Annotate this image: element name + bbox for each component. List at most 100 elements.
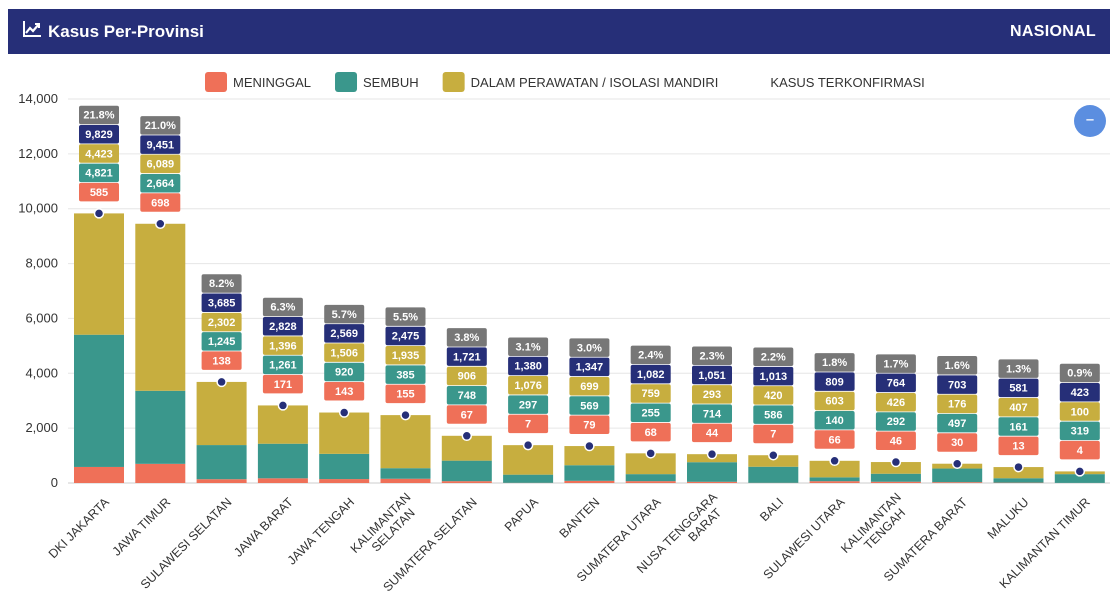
- bar-segment[interactable]: [135, 463, 186, 483]
- bar-segment[interactable]: [625, 453, 676, 475]
- bar-segment[interactable]: [932, 468, 983, 483]
- y-tick-label: 6,000: [25, 310, 58, 325]
- confirmed-point[interactable]: [829, 455, 840, 467]
- label-sembuh: 920: [335, 367, 353, 379]
- x-tick-label: BALI: [757, 495, 786, 524]
- bar-segment[interactable]: [257, 443, 308, 479]
- confirmed-point[interactable]: [522, 439, 534, 451]
- bar-segment[interactable]: [870, 473, 921, 482]
- bar-segment[interactable]: [135, 223, 186, 391]
- bar-segment[interactable]: [1054, 474, 1105, 483]
- confirmed-point[interactable]: [400, 409, 411, 421]
- bar-segment[interactable]: [380, 415, 431, 469]
- label-perawatan: 1,396: [269, 340, 297, 352]
- bar-segment[interactable]: [809, 460, 860, 478]
- label-sembuh-box: [630, 403, 671, 423]
- bar-segment[interactable]: [625, 474, 676, 482]
- confirmed-point[interactable]: [155, 218, 166, 230]
- bar-segment[interactable]: [257, 405, 308, 444]
- label-perawatan: 6,089: [147, 159, 175, 171]
- label-perawatan: 699: [580, 381, 598, 393]
- legend-swatch[interactable]: [205, 72, 227, 92]
- legend-label[interactable]: DALAM PERAWATAN / ISOLASI MANDIRI: [471, 75, 719, 90]
- bar-segment[interactable]: [993, 467, 1044, 479]
- confirmed-point[interactable]: [461, 430, 473, 442]
- bar-segment[interactable]: [380, 468, 431, 479]
- bar-segment[interactable]: [319, 479, 370, 483]
- label-share: 1.7%: [883, 358, 908, 370]
- label-share: 6.3%: [270, 302, 295, 314]
- bar-segment[interactable]: [319, 412, 370, 454]
- bar-segment[interactable]: [135, 390, 186, 464]
- label-perawatan-box: [385, 346, 426, 365]
- label-perawatan-box: [998, 397, 1039, 417]
- bar-segment[interactable]: [74, 213, 124, 335]
- scope-label[interactable]: NASIONAL: [1010, 22, 1096, 40]
- label-perawatan: 407: [1009, 402, 1027, 414]
- confirmed-point[interactable]: [890, 456, 902, 468]
- bar-segment[interactable]: [564, 480, 615, 483]
- bar-segment[interactable]: [74, 466, 124, 483]
- bar-segment[interactable]: [196, 381, 247, 446]
- x-tick-label-line: BANTEN: [557, 495, 603, 541]
- legend-label[interactable]: SEMBUH: [363, 75, 419, 90]
- bar-segment[interactable]: [870, 462, 921, 474]
- confirmed-point[interactable]: [1013, 461, 1024, 473]
- confirmed-point[interactable]: [645, 448, 656, 459]
- bar-segment[interactable]: [809, 477, 860, 482]
- x-tick-label: JAWA BARAT: [231, 495, 296, 560]
- bar-segment[interactable]: [257, 478, 308, 483]
- confirmed-point[interactable]: [277, 400, 289, 411]
- x-tick-label-line: JAWA BARAT: [231, 495, 296, 560]
- bar-segment[interactable]: [380, 478, 431, 483]
- bar-segment[interactable]: [687, 481, 737, 483]
- bar-segment[interactable]: [932, 482, 983, 483]
- bar-segment[interactable]: [319, 453, 370, 480]
- y-tick-label: 8,000: [25, 256, 58, 271]
- label-perawatan-box: [569, 376, 610, 396]
- confirmed-point[interactable]: [338, 407, 350, 418]
- bar-segment[interactable]: [196, 445, 247, 480]
- x-tick-label-line: DKI JAKARTA: [46, 495, 113, 562]
- label-meninggal-box: [324, 382, 365, 401]
- chart-header: Kasus Per-Provinsi NASIONAL: [8, 9, 1110, 54]
- confirmed-point[interactable]: [216, 376, 227, 388]
- bar-segment[interactable]: [870, 481, 921, 483]
- bar-segment[interactable]: [441, 460, 492, 482]
- confirmed-point[interactable]: [768, 449, 779, 461]
- bar-segment[interactable]: [564, 465, 615, 481]
- legend-label[interactable]: KASUS TERKONFIRMASI: [770, 75, 924, 90]
- legend-swatch[interactable]: [442, 72, 465, 92]
- bar-segment[interactable]: [564, 446, 615, 466]
- legend-swatch[interactable]: [335, 72, 358, 92]
- confirmed-point[interactable]: [584, 440, 595, 452]
- bar-segment[interactable]: [993, 478, 1044, 483]
- label-share: 1.3%: [1006, 363, 1031, 375]
- bar-segment[interactable]: [625, 481, 676, 483]
- bar-segment[interactable]: [74, 334, 124, 467]
- bar-segment[interactable]: [809, 481, 860, 483]
- label-meninggal-box: [875, 431, 916, 451]
- bar-segment[interactable]: [196, 479, 247, 483]
- bar-segment[interactable]: [748, 466, 799, 483]
- legend-label[interactable]: MENINGGAL: [233, 75, 311, 90]
- confirmed-point[interactable]: [93, 208, 105, 219]
- label-perawatan: 176: [948, 399, 966, 411]
- bar-segment[interactable]: [687, 462, 737, 482]
- confirmed-point[interactable]: [1074, 466, 1086, 477]
- bar-segment[interactable]: [503, 474, 554, 483]
- label-meninggal-box: [998, 436, 1039, 456]
- label-share-box: [692, 346, 732, 365]
- label-confirmed-box: [508, 356, 549, 376]
- label-meninggal: 13: [1012, 441, 1024, 453]
- label-meninggal-box: [814, 430, 855, 449]
- label-meninggal: 67: [461, 409, 473, 421]
- confirmed-point[interactable]: [951, 458, 963, 469]
- label-sembuh: 319: [1071, 426, 1089, 438]
- bar-segment[interactable]: [441, 481, 492, 483]
- confirmed-point[interactable]: [706, 448, 718, 460]
- label-meninggal-box: [201, 351, 242, 370]
- minus-icon[interactable]: –: [1074, 105, 1106, 137]
- bar-segment[interactable]: [748, 455, 799, 467]
- label-perawatan-box: [140, 154, 181, 174]
